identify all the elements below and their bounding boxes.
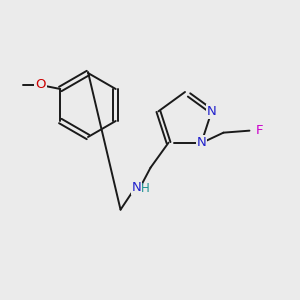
Text: O: O: [35, 77, 46, 91]
Text: N: N: [207, 105, 217, 118]
Text: F: F: [256, 124, 263, 137]
Text: H: H: [141, 182, 150, 195]
Text: N: N: [196, 136, 206, 149]
Text: N: N: [132, 181, 141, 194]
